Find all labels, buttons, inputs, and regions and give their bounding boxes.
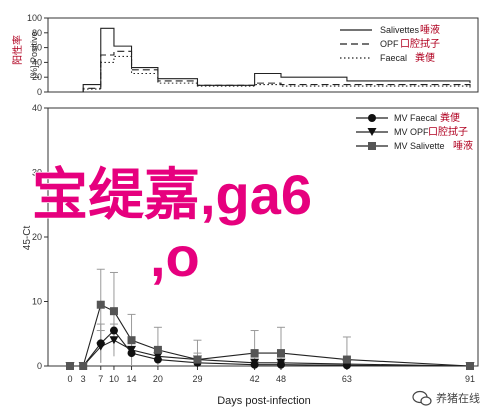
data-point-triangle: [153, 352, 163, 361]
top-y-tick-label: 80: [32, 28, 42, 38]
bottom-legend-annotation: 唾液: [453, 139, 473, 152]
top-legend-annotation: 粪便: [415, 51, 435, 64]
top-y-label-annotation: 阳性率: [11, 35, 24, 65]
top-y-tick-label: 100: [27, 13, 42, 23]
top-legend-label: Faecal: [380, 53, 407, 63]
data-point-square: [66, 362, 74, 370]
bottom-x-tick-label: 7: [98, 374, 103, 384]
bottom-y-tick-label: 20: [32, 232, 42, 242]
triangle-down-marker-icon: [367, 128, 377, 136]
data-point-triangle: [276, 358, 286, 367]
data-point-square: [127, 336, 136, 345]
data-point-square: [342, 355, 351, 364]
bottom-legend-label: MV Faecal: [394, 113, 437, 123]
top-y-tick-label: 20: [32, 72, 42, 82]
top-legend-label: Salivettes: [380, 25, 420, 35]
top-panel: 0 20 40 60 80 100 [%] Positive 阳性率 Salivettes…: [11, 13, 479, 97]
bottom-series-group: [65, 268, 475, 370]
data-point-triangle: [96, 342, 106, 351]
bottom-x-ticks: 0 3 7 10 14 20 29 42 48 63 91: [67, 366, 475, 384]
circle-marker-icon: [368, 114, 376, 122]
top-y-tick-label: 0: [37, 87, 42, 97]
data-point-square: [79, 362, 88, 370]
bottom-legend-annotation: 口腔拭子: [428, 125, 468, 138]
bottom-y-tick-label: 40: [32, 103, 42, 113]
top-plot-area: [47, 17, 479, 93]
bottom-y-tick-label: 0: [37, 361, 42, 371]
bottom-x-tick-label: 20: [153, 374, 163, 384]
top-legend-label: OPF: [380, 39, 399, 49]
top-series-group: [70, 27, 471, 93]
square-marker-icon: [368, 142, 376, 150]
top-legend-item-salivettes: Salivettes 唾液: [340, 23, 440, 36]
bottom-legend-item-mv-opf: MV OPF 口腔拭子: [356, 125, 468, 138]
bottom-x-tick-label: 48: [276, 374, 286, 384]
bottom-x-tick-label: 10: [109, 374, 119, 384]
bottom-x-tick-label: 29: [192, 374, 202, 384]
overlay-watermark-text: 宝缇嘉,ga6 ,o: [31, 162, 313, 289]
bottom-legend-label: MV OPF: [394, 127, 429, 137]
bottom-y-ticks: 0 10 20 30 40: [32, 103, 48, 371]
data-point-square: [466, 362, 474, 370]
top-y-tick-label: 40: [32, 57, 42, 67]
top-legend-annotation: 口腔拭子: [400, 37, 440, 50]
overlay-line-1: 宝缇嘉,ga6: [32, 163, 312, 226]
bottom-x-tick-label: 63: [342, 374, 352, 384]
data-point-square: [153, 345, 162, 354]
source-watermark: 养猪在线: [412, 390, 480, 406]
bottom-x-tick-label: 3: [81, 374, 86, 384]
data-point-triangle: [127, 345, 137, 354]
top-series-line: [70, 27, 471, 93]
data-point-square: [276, 349, 285, 358]
top-legend-annotation: 唾液: [420, 23, 440, 36]
bottom-legend: MV Faecal 粪便 MV OPF 口腔拭子 MV Salivette 唾液: [356, 111, 473, 152]
top-y-ticks: 0 20 40 60 80 100: [27, 13, 48, 97]
bottom-x-tick-label: 0: [67, 374, 72, 384]
overlay-line-2: ,o: [150, 225, 200, 288]
bottom-legend-item-mv-salivette: MV Salivette 唾液: [356, 139, 473, 152]
data-point-triangle: [109, 336, 119, 345]
bottom-y-tick-label: 10: [32, 297, 42, 307]
top-legend: Salivettes 唾液 OPF 口腔拭子 Faecal 粪便: [340, 23, 440, 64]
bottom-x-tick-label: 91: [465, 374, 475, 384]
top-series-line: [70, 55, 471, 93]
data-point-square: [96, 300, 105, 309]
data-point-square: [193, 355, 202, 364]
top-y-label: [%] Positive: [29, 31, 39, 78]
bottom-y-tick-label: 30: [32, 168, 42, 178]
top-y-tick-label: 60: [32, 43, 42, 53]
bottom-x-tick-label: 14: [127, 374, 137, 384]
bottom-x-label: Days post-infection: [217, 395, 311, 407]
data-point-square: [109, 307, 118, 316]
bottom-y-label: 45-Ct: [22, 226, 33, 251]
bottom-legend-item-mv-faecal: MV Faecal 粪便: [356, 111, 460, 124]
wechat-icon: [412, 390, 432, 406]
top-legend-item-faecal: Faecal 粪便: [340, 51, 435, 64]
top-legend-item-opf: OPF 口腔拭子: [340, 37, 440, 50]
bottom-legend-label: MV Salivette: [394, 141, 445, 151]
watermark-label: 养猪在线: [436, 391, 480, 405]
bottom-legend-annotation: 粪便: [440, 111, 460, 124]
data-point-circle: [109, 326, 118, 335]
data-point-triangle: [250, 358, 260, 367]
data-point-square: [250, 349, 259, 358]
bottom-x-tick-label: 42: [250, 374, 260, 384]
top-series-line: [70, 50, 471, 93]
